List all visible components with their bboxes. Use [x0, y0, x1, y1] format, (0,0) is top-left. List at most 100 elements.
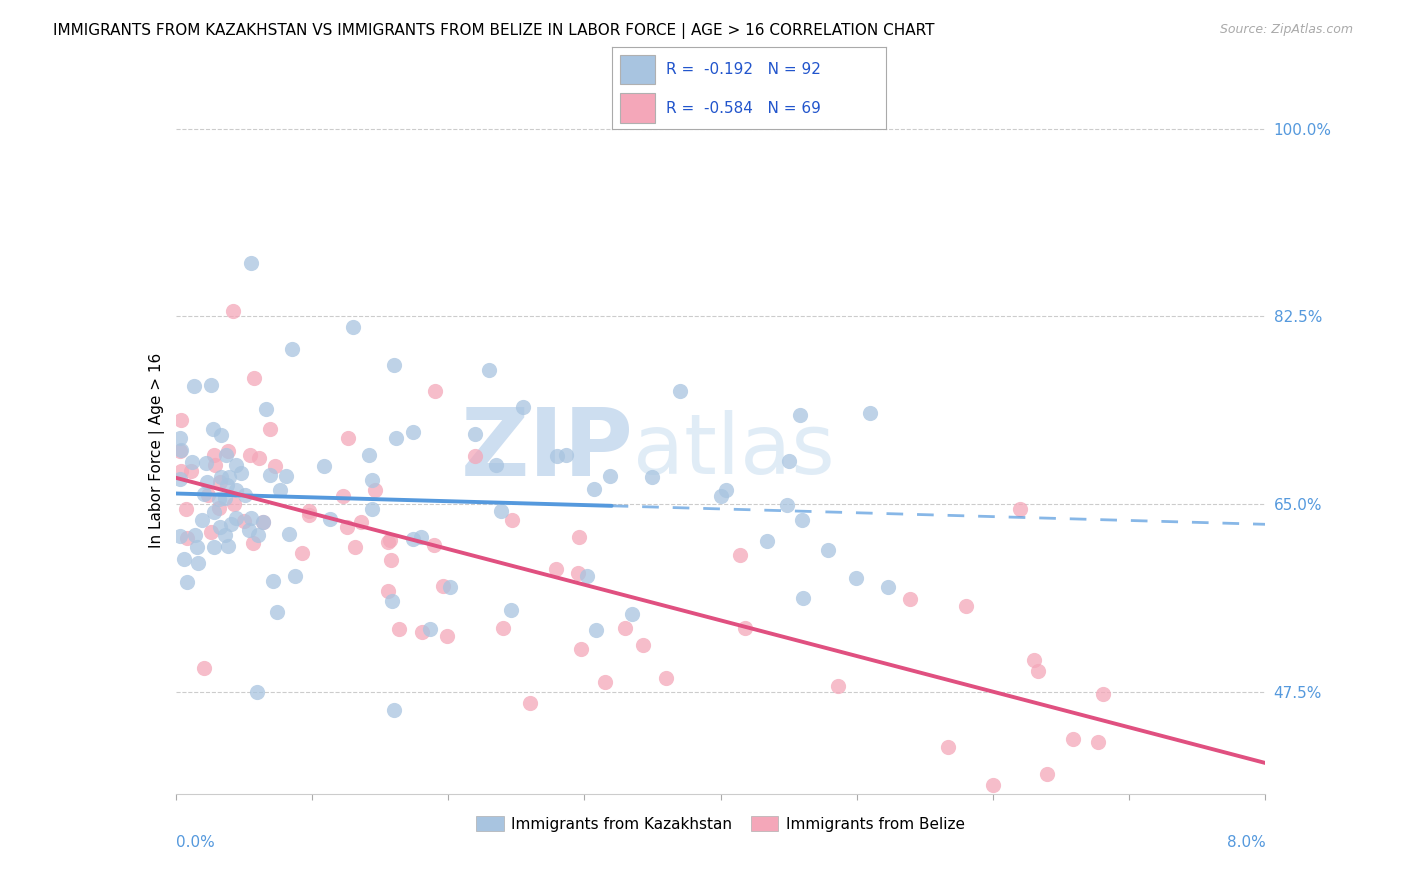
- Point: [169, 472, 191, 486]
- Point: [263, 459, 285, 474]
- Point: [388, 622, 411, 636]
- FancyBboxPatch shape: [620, 54, 655, 84]
- Point: [402, 425, 425, 439]
- Point: [176, 575, 198, 590]
- Point: [655, 671, 678, 685]
- Point: [252, 515, 274, 529]
- Point: [555, 449, 578, 463]
- Point: [225, 458, 247, 473]
- Point: [266, 605, 288, 619]
- Point: [827, 679, 849, 693]
- Point: [219, 516, 242, 531]
- Point: [614, 621, 637, 635]
- Point: [280, 342, 302, 356]
- Point: [233, 488, 256, 502]
- Point: [229, 466, 252, 480]
- Point: [599, 468, 621, 483]
- Point: [201, 421, 224, 435]
- Point: [169, 529, 191, 543]
- Point: [384, 358, 406, 372]
- Point: [1022, 653, 1045, 667]
- Point: [792, 591, 814, 605]
- Point: [714, 483, 737, 498]
- Point: [641, 470, 664, 484]
- Point: [207, 501, 229, 516]
- Point: [214, 528, 236, 542]
- Point: [789, 409, 811, 423]
- Point: [464, 449, 486, 463]
- Point: [382, 703, 405, 717]
- Point: [290, 546, 312, 560]
- Point: [411, 625, 433, 640]
- Point: [222, 497, 245, 511]
- Point: [298, 508, 321, 522]
- Point: [202, 540, 225, 554]
- Point: [778, 454, 800, 468]
- Point: [259, 467, 281, 482]
- Point: [402, 532, 425, 546]
- Point: [200, 378, 222, 392]
- Point: [1028, 664, 1050, 678]
- Point: [377, 583, 399, 598]
- Point: [180, 463, 202, 477]
- Point: [385, 431, 408, 445]
- Point: [170, 443, 193, 458]
- Point: [217, 540, 239, 554]
- Point: [955, 599, 977, 613]
- Point: [208, 475, 231, 490]
- Point: [183, 379, 205, 393]
- Point: [710, 489, 733, 503]
- Point: [377, 535, 399, 549]
- Point: [569, 642, 592, 657]
- Point: [464, 427, 486, 442]
- Point: [174, 502, 197, 516]
- Point: [208, 492, 231, 507]
- Point: [208, 520, 231, 534]
- Point: [298, 504, 321, 518]
- Point: [222, 304, 245, 318]
- Point: [225, 511, 247, 525]
- Point: [936, 739, 959, 754]
- Point: [217, 478, 239, 492]
- Point: [169, 431, 191, 445]
- Point: [546, 449, 568, 463]
- Point: [567, 566, 589, 580]
- Point: [319, 511, 342, 525]
- Point: [314, 458, 336, 473]
- Point: [585, 623, 607, 637]
- Point: [197, 488, 219, 502]
- Point: [170, 464, 193, 478]
- Point: [1036, 766, 1059, 780]
- Point: [215, 449, 238, 463]
- Point: [668, 384, 690, 399]
- Text: 8.0%: 8.0%: [1226, 835, 1265, 850]
- Point: [512, 400, 534, 414]
- Point: [186, 540, 208, 554]
- Point: [478, 363, 501, 377]
- Point: [583, 482, 606, 496]
- Point: [342, 320, 364, 334]
- Text: Source: ZipAtlas.com: Source: ZipAtlas.com: [1219, 23, 1353, 37]
- Point: [380, 553, 402, 567]
- Point: [631, 638, 654, 652]
- Point: [728, 549, 751, 563]
- Point: [194, 456, 217, 470]
- Point: [381, 594, 404, 608]
- Point: [173, 552, 195, 566]
- Point: [1087, 734, 1109, 748]
- Point: [409, 530, 432, 544]
- Text: atlas: atlas: [633, 410, 835, 491]
- Point: [217, 444, 239, 458]
- Text: ZIP: ZIP: [461, 404, 633, 497]
- Point: [239, 255, 262, 269]
- Point: [252, 515, 274, 529]
- Point: [242, 536, 264, 550]
- Point: [981, 778, 1004, 792]
- Legend: Immigrants from Kazakhstan, Immigrants from Belize: Immigrants from Kazakhstan, Immigrants f…: [470, 810, 972, 838]
- Point: [262, 574, 284, 589]
- Point: [225, 483, 247, 498]
- Point: [176, 531, 198, 545]
- Point: [734, 621, 756, 635]
- Point: [278, 527, 301, 541]
- Point: [755, 534, 778, 549]
